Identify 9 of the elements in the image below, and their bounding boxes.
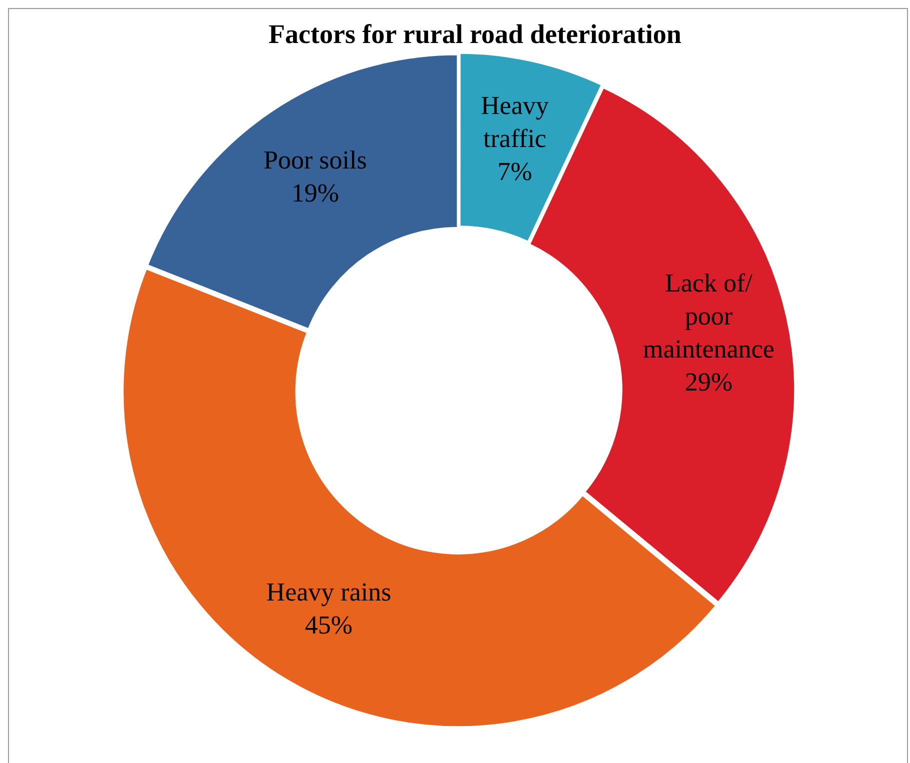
slice-label: Heavy traffic (480, 91, 549, 154)
slice-label: Heavy rains (266, 578, 392, 607)
data-label: 7% (497, 157, 532, 186)
slice-label: Poor soils (264, 146, 367, 175)
data-label: 19% (291, 178, 340, 208)
slice-label: Lack of/ poor maintenance (642, 268, 774, 364)
chart-title: Factors for rural road deterioration (268, 18, 682, 49)
data-label: 29% (684, 368, 733, 397)
data-label: 45% (304, 610, 353, 640)
